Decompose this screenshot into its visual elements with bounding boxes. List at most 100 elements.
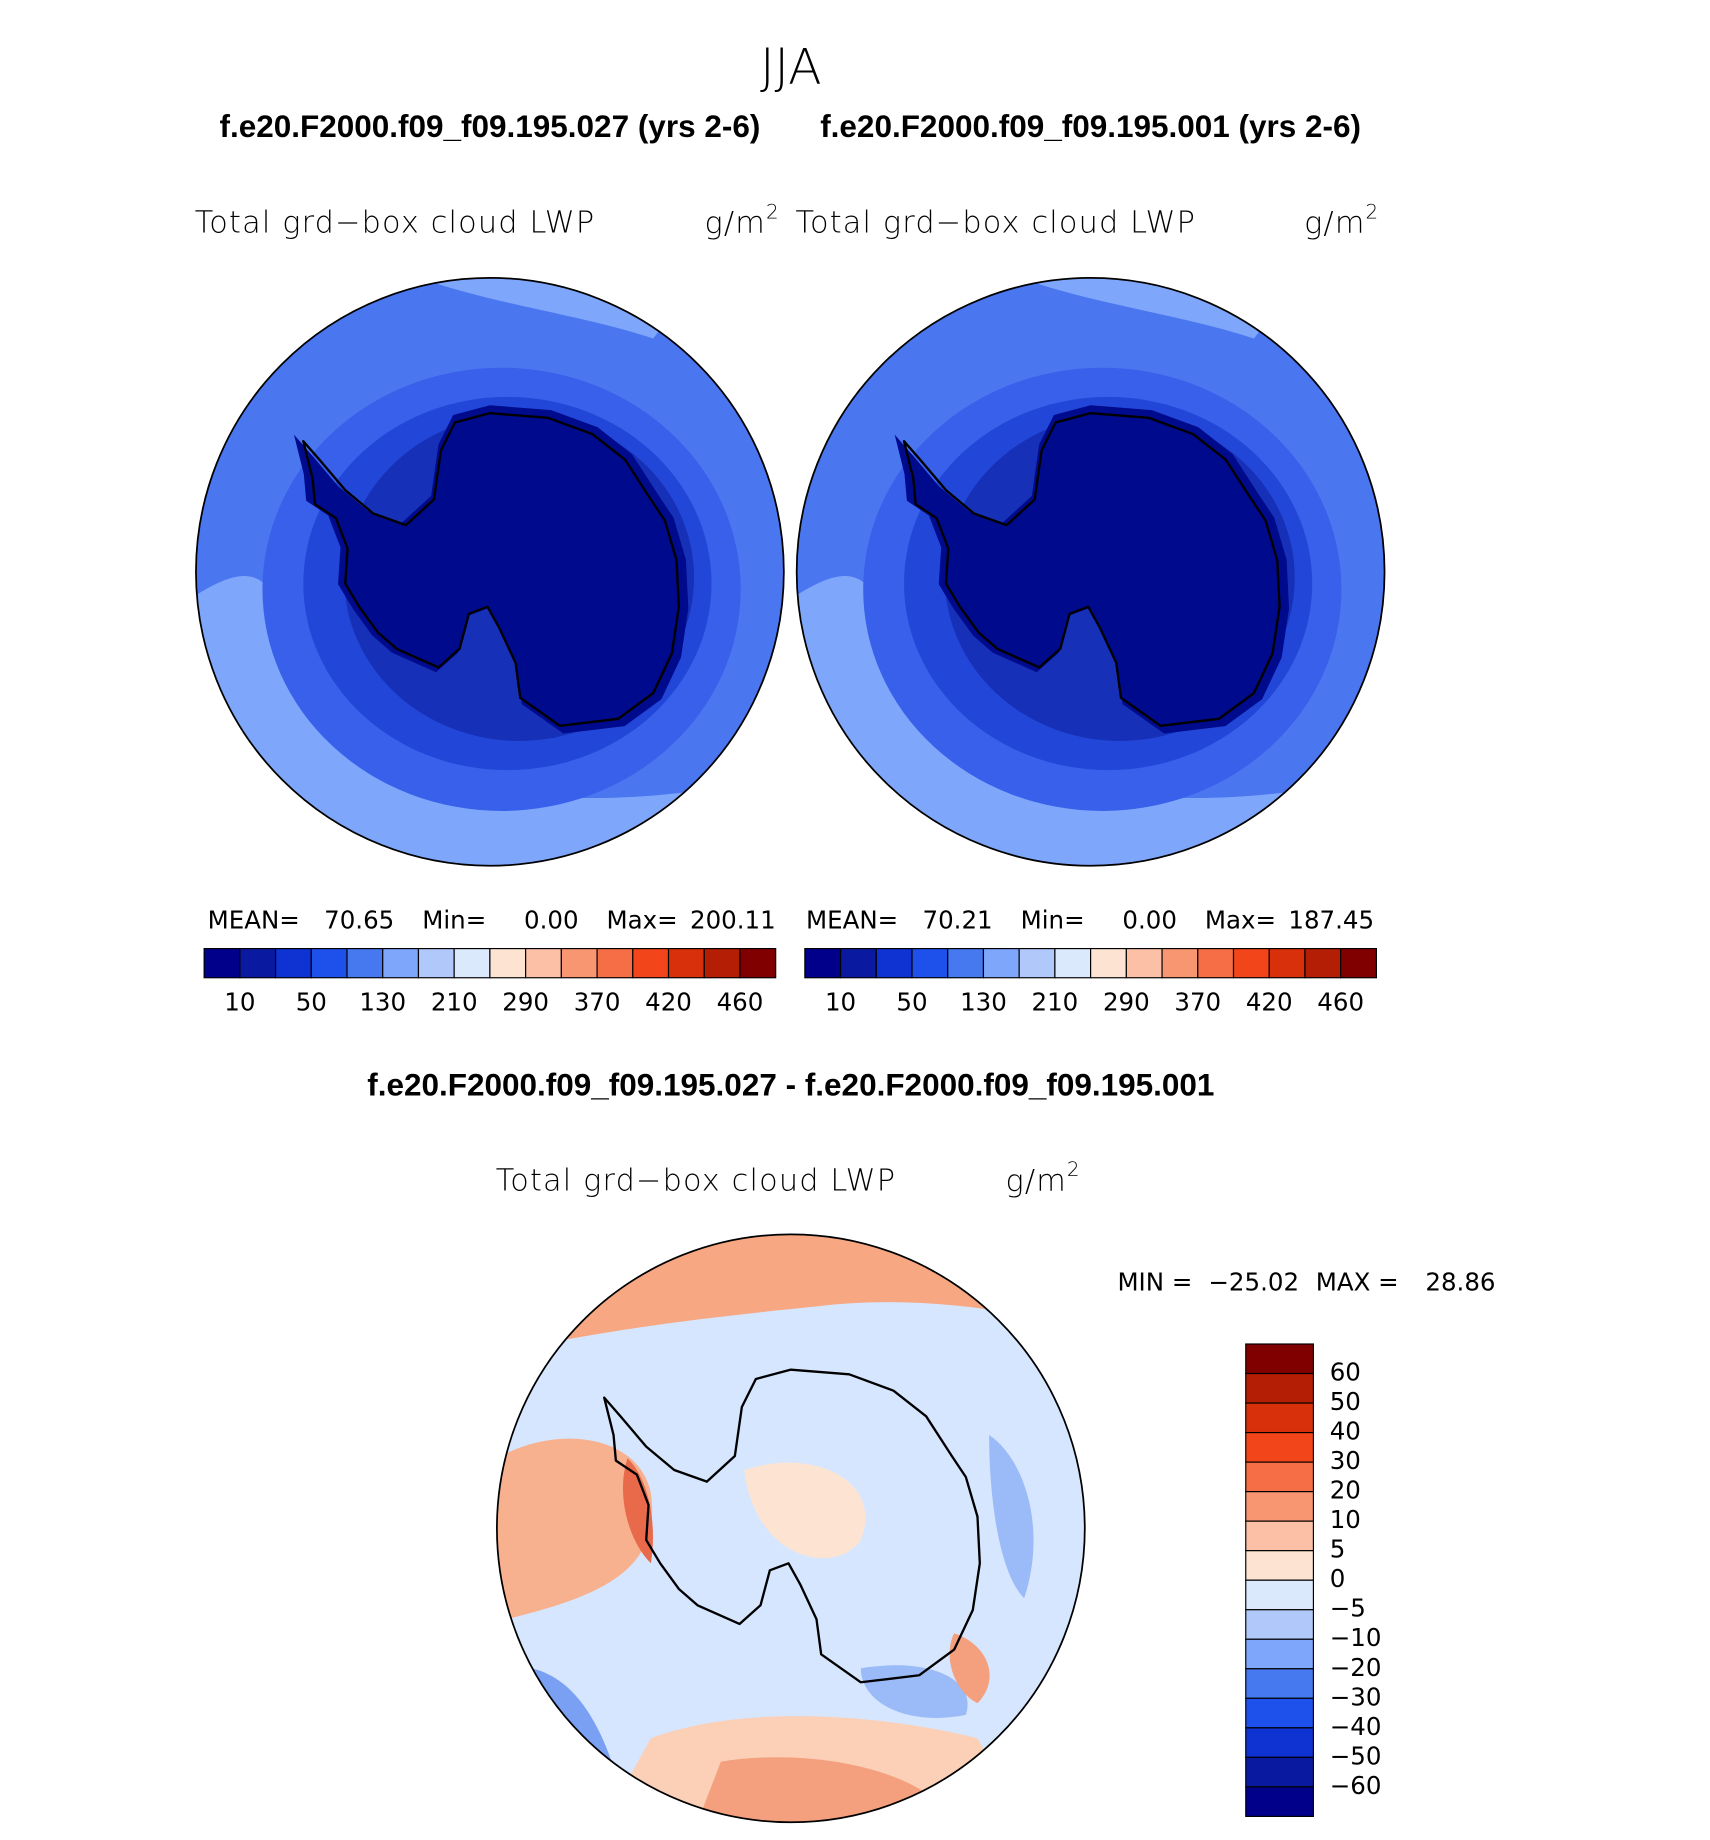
colorbar-box [804, 947, 842, 979]
stat-label: Min= [422, 906, 486, 935]
stat-label: MIN = [1117, 1267, 1192, 1296]
colorbar-label: 460 [1317, 987, 1364, 1016]
colorbar: 10 50 130 210 290 370 420 460 [804, 947, 1377, 1016]
colorbar-box [1245, 1697, 1314, 1729]
units: g/m2 [1005, 1158, 1080, 1199]
colorbar-label: −50 [1330, 1741, 1382, 1770]
stat-label: MEAN= [208, 906, 300, 935]
colorbar-label: 130 [359, 987, 406, 1016]
colorbar-box [875, 947, 913, 979]
colorbar-box [839, 947, 877, 979]
colorbar-label: 370 [574, 987, 621, 1016]
colorbar-box [1245, 1343, 1314, 1375]
colorbar-box [274, 947, 312, 979]
colorbar-box [203, 947, 241, 979]
colorbar-label: 30 [1330, 1446, 1361, 1475]
units-exp: 2 [1067, 1158, 1081, 1181]
stat-value: 187.45 [1288, 906, 1374, 935]
colorbar-box [1245, 1579, 1314, 1611]
colorbar-label: 10 [1330, 1505, 1361, 1534]
colorbar-box [667, 947, 705, 979]
colorbar: 10 50 130 210 290 370 420 460 [203, 947, 777, 1016]
colorbar-label: 0 [1330, 1564, 1346, 1593]
colorbar-box [346, 947, 384, 979]
variable-label: Total grd−box cloud LWP [796, 206, 1197, 241]
units: g/m2 [705, 200, 780, 241]
colorbar-box [739, 947, 777, 979]
stat-value: 28.86 [1425, 1267, 1495, 1296]
map [195, 277, 785, 867]
variable-label: Total grd−box cloud LWP [195, 206, 596, 241]
colorbar-box [1161, 947, 1199, 979]
colorbar-box [911, 947, 949, 979]
colorbar-label: 290 [1103, 987, 1150, 1016]
stat-value: 70.65 [324, 906, 394, 935]
stat-value: 0.00 [524, 906, 579, 935]
units: g/m2 [1304, 200, 1379, 241]
colorbar-label: 40 [1330, 1417, 1361, 1446]
colorbar-label: 10 [224, 987, 255, 1016]
colorbar-label: 370 [1174, 987, 1221, 1016]
colorbar-box [453, 947, 491, 979]
colorbar-box [947, 947, 985, 979]
colorbar-box [632, 947, 670, 979]
panel: f.e20.F2000.f09_f09.195.027 (yrs 2-6) To… [195, 108, 785, 1016]
colorbar-box [1125, 947, 1163, 979]
colorbar-box [1245, 1431, 1314, 1463]
colorbar-box [1245, 1668, 1314, 1699]
colorbar-label: 50 [896, 987, 927, 1016]
colorbar-label: 290 [502, 987, 549, 1016]
colorbar-label: 50 [296, 987, 327, 1016]
colorbar-box [596, 947, 634, 979]
stat-value: −25.02 [1208, 1267, 1299, 1296]
colorbar-label: 5 [1330, 1535, 1346, 1564]
stat-value: 0.00 [1122, 906, 1177, 935]
colorbar-box [1245, 1638, 1314, 1670]
colorbar-box [1245, 1491, 1314, 1522]
colorbar-label: −5 [1330, 1594, 1366, 1623]
colorbar-box [489, 947, 527, 979]
stat-label: Min= [1021, 906, 1085, 935]
colorbar-box [1245, 1402, 1314, 1434]
units-base: g/m [1005, 1163, 1066, 1198]
colorbar-label: 210 [431, 987, 478, 1016]
colorbar-box [1340, 947, 1377, 979]
colorbar-label: −30 [1330, 1682, 1382, 1711]
colorbar-label: 460 [717, 987, 764, 1016]
units-base: g/m [1304, 206, 1365, 241]
colorbar-box [1245, 1372, 1314, 1404]
panel: f.e20.F2000.f09_f09.195.001 (yrs 2-6) To… [795, 108, 1386, 1016]
stat-label: MEAN= [806, 906, 898, 935]
colorbar-label: 60 [1330, 1358, 1361, 1387]
colorbar-box [1197, 947, 1235, 979]
map [795, 277, 1386, 867]
stat-label: Max= [1205, 906, 1276, 935]
colorbar-box [1054, 947, 1092, 979]
colorbar-box [1245, 1520, 1314, 1552]
colorbar-label: 50 [1330, 1387, 1361, 1416]
colorbar-box [703, 947, 741, 979]
colorbar-box [1245, 1756, 1314, 1788]
colorbar-label: −60 [1330, 1771, 1382, 1800]
colorbar-box [1245, 1461, 1314, 1493]
colorbar-box [1268, 947, 1306, 979]
colorbar-label: 10 [825, 987, 856, 1016]
colorbar-box [1304, 947, 1342, 979]
colorbar-box [239, 947, 277, 979]
colorbar-box [1245, 1609, 1314, 1640]
colorbar-box [525, 947, 562, 979]
colorbar-label: 420 [1246, 987, 1293, 1016]
case-title: f.e20.F2000.f09_f09.195.001 (yrs 2-6) [820, 108, 1361, 144]
colorbar-box [982, 947, 1020, 979]
colorbar-box [1090, 947, 1127, 979]
case-title: f.e20.F2000.f09_f09.195.027 (yrs 2-6) [219, 108, 760, 144]
units-exp: 2 [766, 200, 780, 223]
figure-title: JJA [760, 39, 822, 96]
stat-value: 200.11 [690, 906, 776, 935]
colorbar-label: −40 [1330, 1712, 1382, 1741]
colorbar-box [1232, 947, 1270, 979]
colorbar-label: 420 [645, 987, 692, 1016]
